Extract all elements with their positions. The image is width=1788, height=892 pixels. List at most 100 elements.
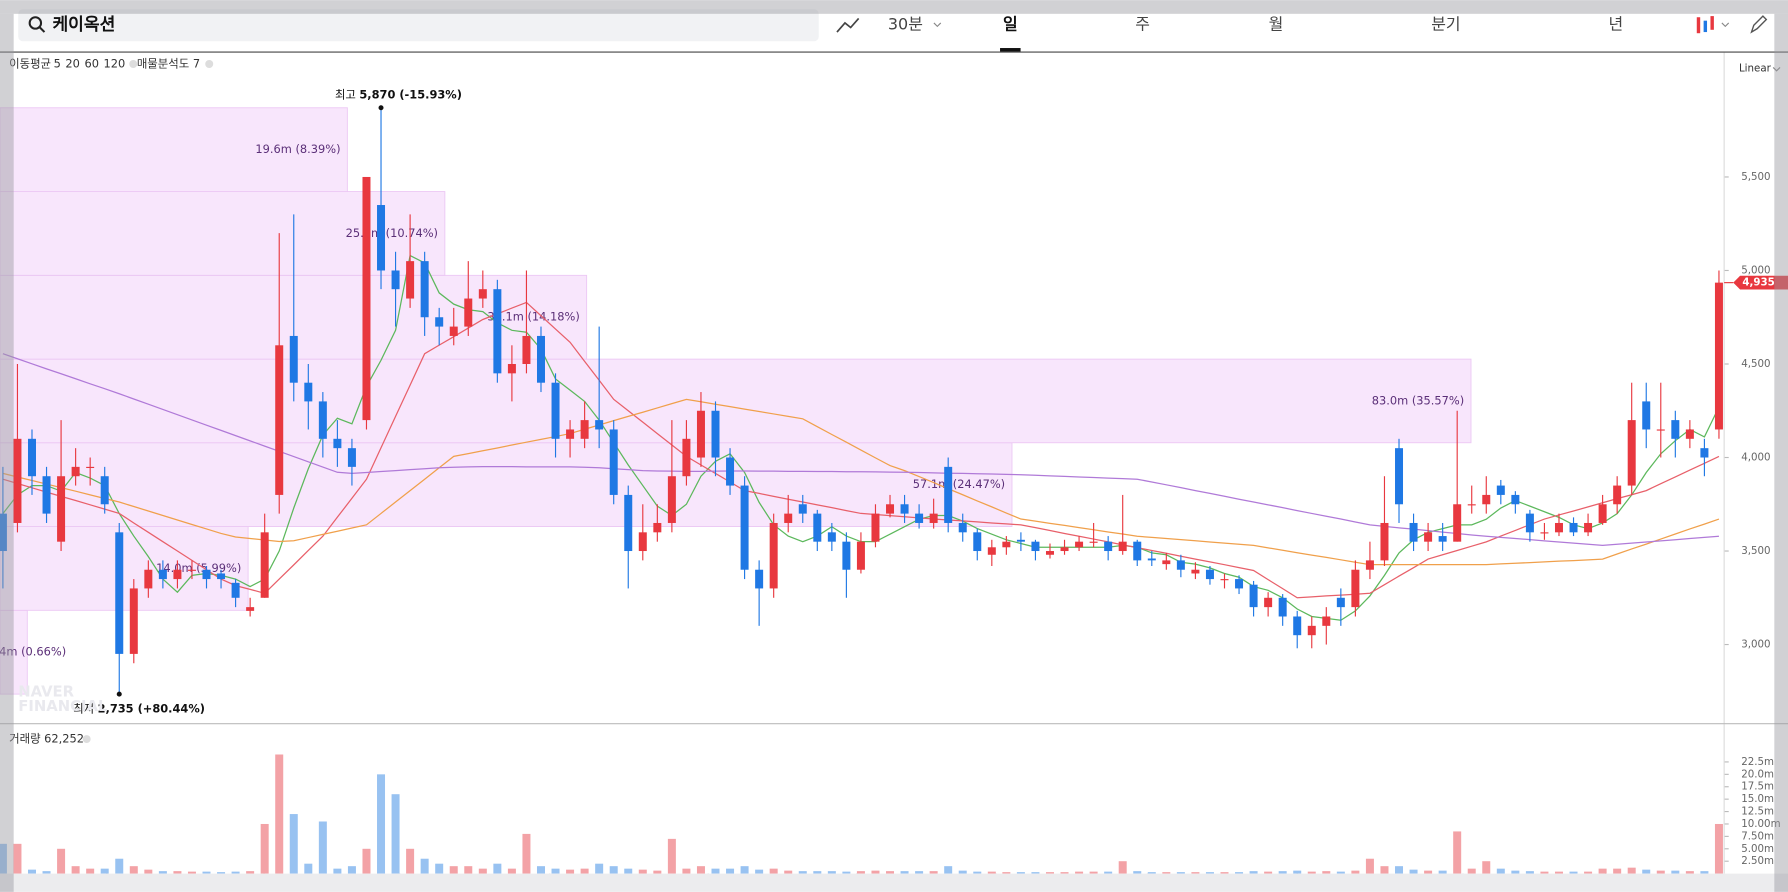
edit-icon[interactable] (1750, 15, 1768, 34)
volume-bar (435, 863, 444, 874)
candle-body (726, 457, 735, 486)
close-icon[interactable] (82, 735, 91, 744)
period-tab[interactable]: 분기 (1431, 15, 1460, 34)
candle-body (1395, 448, 1404, 505)
indicator-icon[interactable] (836, 17, 860, 33)
volume-bar (1424, 870, 1433, 874)
candle-body (696, 410, 705, 458)
candle-body (406, 261, 415, 299)
candle-body (711, 410, 720, 458)
volume-profile-bar (0, 107, 348, 193)
candle-body (1656, 429, 1665, 431)
candle-body (1569, 522, 1578, 533)
volume-bar (595, 863, 604, 874)
candle-body (1118, 541, 1127, 552)
period-tab[interactable]: 월 (1269, 15, 1284, 34)
volume-profile-label: 14.0m (5.99%) (156, 561, 241, 575)
candle-body (1438, 536, 1447, 542)
candle-body (289, 335, 298, 383)
scale-select[interactable]: Linear (1739, 63, 1772, 75)
candle-body (71, 466, 80, 477)
volume-bar (1569, 871, 1578, 874)
annotation-value: 5,870 (-15.93%) (359, 88, 462, 102)
volume-bar (827, 871, 836, 874)
search-icon (39, 26, 46, 33)
period-tab[interactable]: 일 (1003, 15, 1018, 34)
chart-type-icon[interactable] (1703, 20, 1708, 33)
chart-type-icon[interactable] (1696, 17, 1701, 34)
ma-line (2, 398, 1720, 566)
volume-bar (1351, 870, 1360, 874)
candle-body (566, 429, 575, 439)
volume-tick-label: 20.0m (1741, 768, 1774, 780)
candle-body (362, 176, 371, 421)
legend-entry[interactable]: 20 (65, 56, 80, 70)
close-icon[interactable] (205, 60, 214, 68)
profile-title[interactable]: 매물분석도 7 (137, 56, 200, 70)
volume-bar (42, 871, 51, 874)
volume-bar (915, 871, 924, 874)
period-tab[interactable]: 주 (1135, 15, 1150, 34)
interval-select[interactable]: 30분 (888, 15, 923, 34)
candle-body (1336, 597, 1345, 608)
candle-body (435, 317, 444, 327)
candle-body (1540, 532, 1549, 534)
close-icon[interactable] (129, 60, 138, 68)
candle-body (1496, 485, 1505, 495)
candle-body (1409, 522, 1418, 542)
candle-body (1714, 282, 1723, 430)
candle-body (813, 513, 822, 542)
volume-bar (420, 858, 429, 874)
chart-type-icon[interactable] (1710, 16, 1714, 30)
candle-body (1424, 532, 1433, 542)
candle-body (1249, 584, 1258, 608)
candle-body (1147, 558, 1156, 561)
ma-title[interactable]: 이동평균 (9, 56, 51, 70)
legend-entry[interactable]: 60 (84, 56, 98, 70)
period-tabs: 일 주 월 분기 년 (1000, 15, 1623, 52)
candle-body (595, 420, 604, 430)
candle-body (202, 569, 211, 580)
candle-body (1380, 522, 1389, 561)
candle-body (958, 522, 967, 533)
candle-body (551, 382, 560, 439)
volume-bar (566, 869, 575, 874)
candle-body (1031, 541, 1040, 552)
candle-body (842, 541, 851, 570)
volume-bar (1584, 871, 1593, 874)
volume-bar (1220, 872, 1229, 874)
candle-body (187, 569, 196, 571)
candle-body (755, 569, 764, 589)
candle-body (217, 573, 226, 580)
annotation-value: 2,735 (+80.44%) (98, 701, 205, 715)
candle-body (536, 335, 545, 383)
volume-bar (1147, 872, 1156, 874)
dropdown-caret (1772, 67, 1781, 72)
candle-body (740, 485, 749, 570)
candle-body (173, 569, 182, 580)
volume-title[interactable]: 거래량 62,252 (9, 732, 84, 746)
volume-bar (362, 848, 371, 874)
volume-bar (1511, 870, 1520, 874)
period-tab[interactable]: 년 (1608, 15, 1623, 34)
volume-tick-label: 5.00m (1741, 843, 1774, 855)
candle-body (260, 532, 269, 598)
candle-body (929, 513, 938, 523)
candle-body (1307, 625, 1316, 636)
candle-body (158, 569, 167, 580)
volume-tick-label: 7.50m (1741, 830, 1774, 842)
candle-body (667, 476, 676, 523)
volume-bar (1700, 871, 1709, 874)
candle-body (1627, 420, 1636, 486)
legend-entry[interactable]: 5 (54, 56, 61, 70)
volume-bar (1613, 868, 1622, 874)
volume-bar (333, 868, 342, 874)
candle-body (27, 438, 36, 477)
legend-entry[interactable]: 120 (104, 56, 126, 70)
volume-bar (202, 871, 211, 874)
candle-body (1104, 541, 1113, 552)
search-text[interactable]: 케이옥션 (52, 14, 115, 35)
search-box[interactable] (18, 9, 819, 42)
volume-bar (1104, 871, 1113, 874)
